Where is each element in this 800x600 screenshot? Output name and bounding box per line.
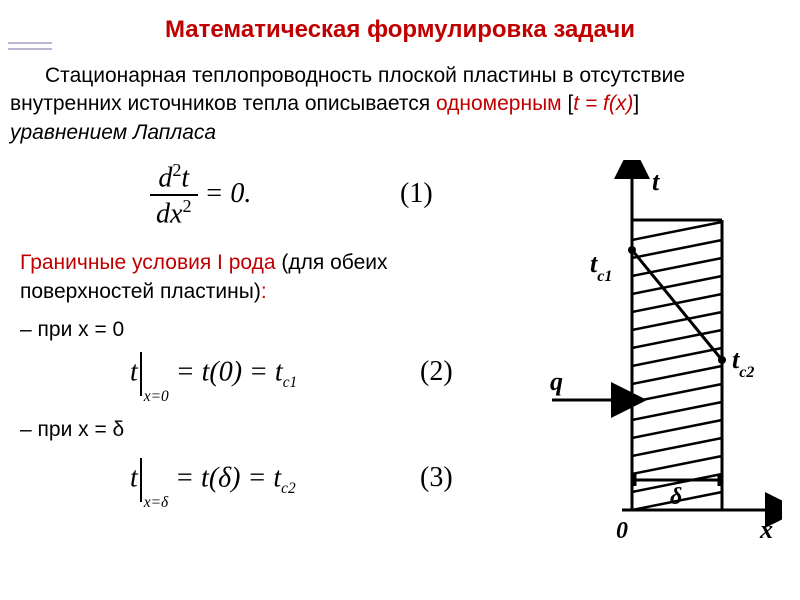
bc-head-red: Граничные условия I рода — [20, 251, 276, 274]
tc2-label: tc2 — [732, 345, 754, 381]
tc1-dot — [628, 246, 636, 254]
eq2-sub1: x=0 — [144, 388, 169, 405]
eq1-rhs: = 0. — [198, 178, 252, 209]
equation-3: tx=δ = t(δ) = tc2 (3) — [130, 458, 530, 502]
heat-plate-diagram: t x 0 tc1 tc2 q δ — [522, 160, 782, 570]
eq3-t: t — [130, 462, 138, 493]
eq2-mid: = t(0) = t — [169, 356, 283, 387]
eq3-mid: = t(δ) = t — [168, 462, 281, 493]
equation-2: tx=0 = t(0) = tc1 (2) — [130, 352, 530, 396]
x-axis-label: x — [759, 515, 773, 544]
eq3-sub1: x=δ — [144, 494, 168, 511]
eq3-number: (3) — [420, 462, 453, 494]
eq2-number: (2) — [420, 356, 453, 388]
tc2-dot — [718, 356, 726, 364]
eq2-t: t — [130, 356, 138, 387]
eq2-sub2: c1 — [283, 374, 298, 391]
t-axis-label: t — [652, 167, 660, 196]
equation-1: d2t dx2 = 0. (1) — [150, 160, 550, 231]
eq3-sub2: c2 — [281, 480, 296, 497]
intro-bracket-open: [ — [562, 92, 574, 115]
intro-paragraph: Стационарная теплопроводность плоской пл… — [10, 62, 790, 147]
page-title: Математическая формулировка задачи — [0, 16, 800, 44]
intro-bracket-close: ] — [633, 92, 639, 115]
intro-red-1: одномерным — [436, 92, 562, 115]
intro-red-2: t = f(x) — [573, 92, 633, 115]
intro-italic: уравнением Лапласа — [10, 121, 216, 144]
tc1-label: tc1 — [590, 249, 612, 285]
eq1-t: t — [181, 162, 189, 193]
bc2-label: – при x = δ — [20, 418, 124, 442]
origin-label: 0 — [616, 518, 628, 544]
eq1-number: (1) — [400, 178, 433, 210]
q-label: q — [550, 367, 563, 396]
bc-head-colon: : — [261, 280, 267, 303]
eq1-dx: dx — [156, 199, 182, 230]
bc-heading: Граничные условия I рода (для обеих пове… — [20, 248, 480, 307]
bc1-label: – при x = 0 — [20, 318, 124, 342]
eq1-d1: d — [158, 162, 172, 193]
delta-label: δ — [670, 484, 682, 510]
